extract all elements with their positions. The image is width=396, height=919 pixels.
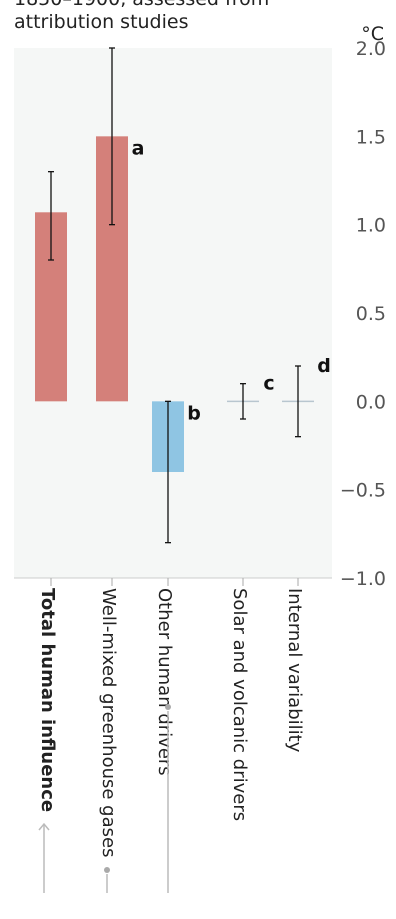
chart-title-line1: 1850–1900, assessed from	[14, 0, 269, 10]
y-tick-label: −1.0	[340, 568, 386, 590]
annotation-label: c	[263, 373, 274, 395]
category-label: Solar and volcanic drivers	[229, 588, 250, 821]
y-unit-label: °C	[361, 23, 384, 45]
annotation-label: a	[132, 137, 145, 159]
annotation-label: b	[187, 402, 201, 424]
chart-title-line2: attribution studies	[14, 11, 189, 33]
connector-arrow-icon	[38, 822, 50, 831]
y-tick-label: 0.0	[356, 391, 386, 413]
connector-dot	[104, 867, 110, 873]
category-label: Other human drivers	[154, 588, 175, 776]
category-label: Total human influence	[37, 588, 58, 812]
category-label: Well-mixed greenhouse gases	[98, 588, 119, 857]
y-tick-label: 1.0	[356, 215, 386, 237]
y-tick-label: 1.5	[356, 126, 386, 148]
connector-dot	[165, 704, 171, 710]
category-label: Internal variability	[284, 588, 305, 753]
y-tick-label: 0.5	[356, 303, 386, 325]
y-tick-label: −0.5	[340, 480, 386, 502]
y-tick-label: 2.0	[356, 38, 386, 60]
annotation-label: d	[317, 355, 331, 377]
